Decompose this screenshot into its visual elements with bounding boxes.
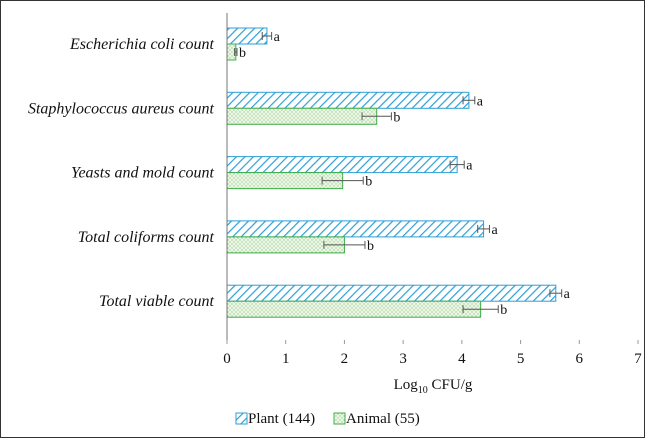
category-label: Total viable count xyxy=(99,293,215,310)
significance-letter: a xyxy=(274,30,281,45)
legend-swatch xyxy=(235,412,248,425)
x-tick-label: 7 xyxy=(634,351,642,367)
bar xyxy=(226,107,378,125)
significance-letter: b xyxy=(239,46,246,61)
x-tick-label: 3 xyxy=(399,351,407,367)
significance-letter: b xyxy=(393,110,400,125)
significance-letter: a xyxy=(477,94,484,109)
significance-letter: b xyxy=(500,303,507,318)
legend-label: Plant (144) xyxy=(248,411,315,427)
legend-label: Animal (55) xyxy=(346,411,420,427)
category-label: Staphylococcus aureus count xyxy=(28,100,215,117)
x-tick-label: 5 xyxy=(517,351,525,367)
bar xyxy=(226,91,470,109)
significance-letter: a xyxy=(466,159,473,174)
significance-letter: b xyxy=(365,175,372,190)
category-label: Total coliforms count xyxy=(78,229,215,246)
x-tick-label: 1 xyxy=(282,351,290,367)
bar xyxy=(226,300,482,318)
labels: Escherichia coli count Staphylococcus aur… xyxy=(28,36,215,310)
category-label: Escherichia coli count xyxy=(69,36,215,53)
significance-letter: a xyxy=(564,287,571,302)
x-tick-label: 6 xyxy=(576,351,584,367)
x-axis-label: Log10 CFU/g xyxy=(394,377,473,396)
axes: 0 1 2 3 4 5 6 7 xyxy=(223,13,642,367)
bar xyxy=(226,284,557,302)
bar-group: a b a b a b a b a b xyxy=(226,27,571,318)
legend-swatch xyxy=(333,412,346,425)
bar xyxy=(226,156,458,174)
bar xyxy=(226,220,485,238)
x-tick-label: 0 xyxy=(223,351,231,367)
x-tick-label: 2 xyxy=(341,351,349,367)
category-label: Yeasts and mold count xyxy=(71,165,215,182)
significance-letter: a xyxy=(491,223,498,238)
x-tick-label: 4 xyxy=(458,351,466,367)
significance-letter: b xyxy=(367,239,374,254)
bar xyxy=(226,27,268,45)
legend: Plant (144) Animal (55) xyxy=(235,411,420,427)
